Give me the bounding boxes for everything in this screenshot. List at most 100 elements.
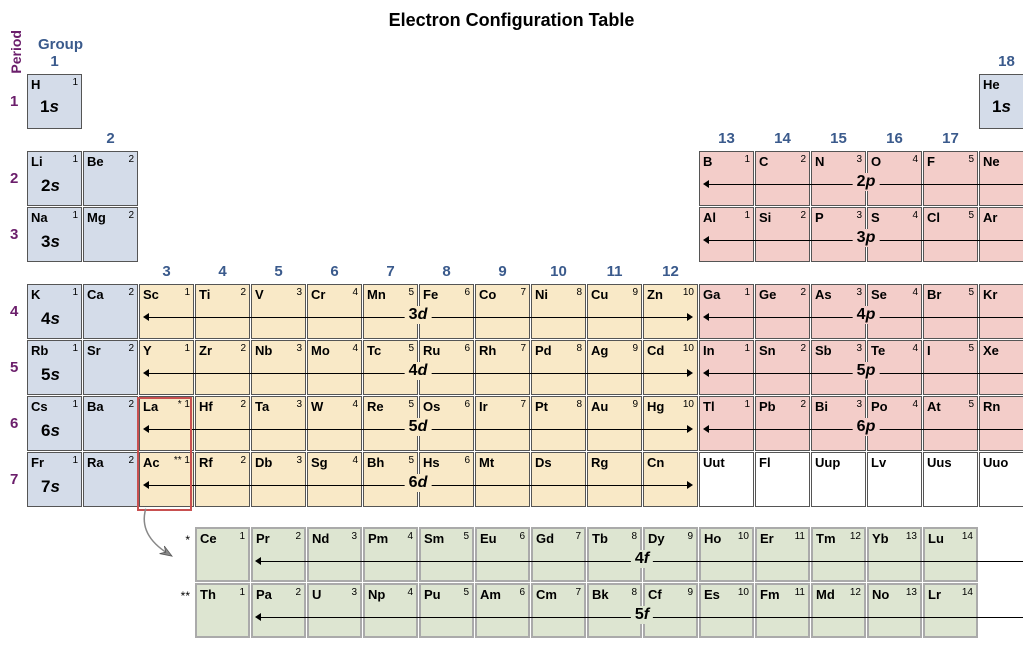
element-symbol: Sn: [759, 343, 776, 358]
electron-count: 1: [72, 154, 78, 165]
electron-count: 1: [72, 287, 78, 298]
element-cell-hf: Hf2: [195, 396, 250, 451]
element-symbol: Es: [704, 587, 720, 602]
element-cell-pu: Pu5: [419, 583, 474, 638]
element-symbol: Cf: [648, 587, 662, 602]
element-symbol: Ar: [983, 210, 997, 225]
element-cell-bk: Bk8: [587, 583, 642, 638]
element-cell-cm: Cm7: [531, 583, 586, 638]
electron-count: 3: [856, 343, 862, 354]
electron-count: 5: [463, 531, 469, 542]
element-cell-pd: Pd8: [531, 340, 586, 395]
element-cell-sr: Sr2: [83, 340, 138, 395]
element-symbol: Cr: [311, 287, 325, 302]
element-cell-sm: Sm5: [419, 527, 474, 582]
element-symbol: C: [759, 154, 768, 169]
group-number: [755, 263, 810, 283]
period-number: 2: [10, 151, 26, 206]
element-cell-ca: Ca2: [83, 284, 138, 339]
element-cell-uuo: Uuo: [979, 452, 1023, 507]
element-symbol: Ni: [535, 287, 548, 302]
electron-count: 10: [683, 343, 694, 354]
period-number: 4: [10, 284, 26, 339]
element-cell-ir: Ir7: [475, 396, 530, 451]
group-number: [139, 53, 194, 73]
electron-count: 4: [407, 531, 413, 542]
element-cell-bi: Bi3: [811, 396, 866, 451]
element-symbol: Au: [591, 399, 608, 414]
electron-count: 5: [968, 210, 974, 221]
electron-count: 1: [184, 287, 190, 298]
electron-count: 2: [128, 343, 134, 354]
group-number: 10: [531, 263, 586, 283]
element-cell-cs: Cs1: [27, 396, 82, 451]
element-symbol: F: [927, 154, 935, 169]
element-cell-hg: Hg10: [643, 396, 698, 451]
element-symbol: Ac: [143, 455, 160, 470]
electron-count: 9: [687, 531, 693, 542]
element-cell-c: C2: [755, 151, 810, 206]
element-cell-lv: Lv: [867, 452, 922, 507]
electron-count: 4: [352, 343, 358, 354]
element-symbol: P: [815, 210, 824, 225]
electron-count: 10: [683, 287, 694, 298]
table-title: Electron Configuration Table: [10, 10, 1013, 31]
element-cell-ta: Ta3: [251, 396, 306, 451]
element-symbol: Mg: [87, 210, 106, 225]
group-number: 2: [83, 130, 138, 150]
element-symbol: Ce: [200, 531, 217, 546]
element-cell-ho: Ho10: [699, 527, 754, 582]
element-symbol: Sg: [311, 455, 328, 470]
element-cell-cd: Cd10: [643, 340, 698, 395]
element-symbol: Ti: [199, 287, 210, 302]
electron-count: 1: [72, 77, 78, 88]
element-symbol: Yb: [872, 531, 889, 546]
element-symbol: Pu: [424, 587, 441, 602]
group-number: [251, 130, 306, 150]
group-number: [83, 263, 138, 283]
element-cell-cr: Cr4: [307, 284, 362, 339]
electron-count: 12: [850, 531, 861, 542]
electron-count: 1: [744, 343, 750, 354]
element-cell-h: H11s: [27, 74, 82, 129]
element-symbol: K: [31, 287, 40, 302]
element-cell-uus: Uus: [923, 452, 978, 507]
element-symbol: Xe: [983, 343, 999, 358]
electron-count: 1: [239, 531, 245, 542]
group-number: [867, 53, 922, 73]
electron-count: 13: [906, 531, 917, 542]
electron-count: 10: [738, 531, 749, 542]
group-number: [811, 263, 866, 283]
element-cell-nb: Nb3: [251, 340, 306, 395]
electron-count: 2: [800, 343, 806, 354]
element-cell-fl: Fl: [755, 452, 810, 507]
element-symbol: Uup: [815, 455, 840, 470]
element-cell-os: Os6: [419, 396, 474, 451]
group-number: 14: [755, 130, 810, 150]
element-cell-es: Es10: [699, 583, 754, 638]
element-cell-y: Y1: [139, 340, 194, 395]
element-cell-hs: Hs6: [419, 452, 474, 507]
element-symbol: Bk: [592, 587, 609, 602]
element-symbol: Bi: [815, 399, 828, 414]
element-cell-ba: Ba2: [83, 396, 138, 451]
element-cell-li: Li1: [27, 151, 82, 206]
electron-count: 3: [296, 343, 302, 354]
electron-count: 7: [520, 287, 526, 298]
element-symbol: Np: [368, 587, 385, 602]
element-symbol: Re: [367, 399, 384, 414]
periodic-table: Period Electron Configuration Table Grou…: [10, 10, 1013, 638]
electron-count: 1: [72, 343, 78, 354]
group-number: 11: [587, 263, 642, 283]
element-cell-eu: Eu6: [475, 527, 530, 582]
element-cell-as: As3: [811, 284, 866, 339]
element-cell-er: Er11: [755, 527, 810, 582]
element-cell-s: S4: [867, 207, 922, 262]
element-symbol: Ne: [983, 154, 1000, 169]
group-number: [587, 53, 642, 73]
element-cell-cf: Cf9: [643, 583, 698, 638]
group-number: 12: [643, 263, 698, 283]
group-number: [83, 53, 138, 73]
group-number: [699, 263, 754, 283]
element-cell-sb: Sb3: [811, 340, 866, 395]
